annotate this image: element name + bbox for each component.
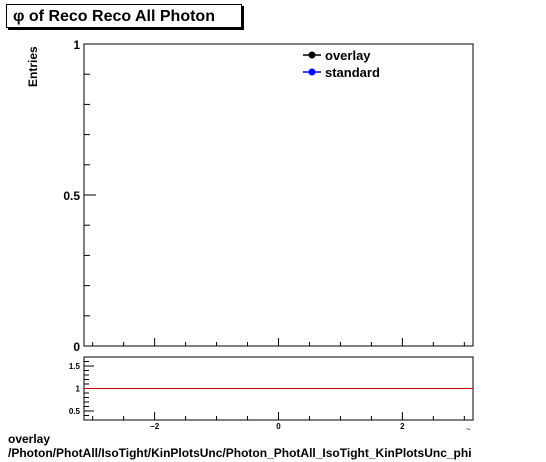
footer-line-1: overlay — [8, 432, 51, 446]
ratio-y-tick-label: 1.5 — [69, 362, 81, 371]
chart-title: φ of Reco Reco All Photon — [6, 4, 242, 28]
legend-overlay-marker — [308, 51, 316, 59]
legend-standard-marker — [308, 68, 316, 76]
legend-overlay-label: overlay — [325, 48, 371, 63]
y-axis-label: Entries — [26, 46, 40, 87]
corner-mark: ~ — [466, 425, 471, 434]
ratio-y-tick-label: 1 — [76, 385, 81, 394]
ratio-x-tick-labels: −2 0 2 — [150, 422, 405, 431]
ratio-x-tick-label: 0 — [276, 422, 281, 431]
main-y-tick-labels: 00.51 — [63, 38, 80, 354]
legend: overlay standard — [303, 48, 380, 80]
ratio-x-tick-label: 2 — [400, 422, 405, 431]
main-plot-frame — [83, 43, 474, 347]
main-y-tick-label: 0.5 — [63, 189, 80, 203]
main-y-tick-label: 1 — [73, 38, 80, 52]
ratio-y-tick-label: 0.5 — [69, 407, 81, 416]
ratio-y-tick-labels: 0.5 1 1.5 — [69, 362, 81, 416]
ratio-x-tick-label: −2 — [150, 422, 160, 431]
main-axis-ticks — [84, 43, 465, 347]
ratio-axis-ticks — [84, 356, 465, 421]
footer-line-2: /Photon/PhotAll/IsoTight/KinPlotsUnc/Pho… — [8, 446, 472, 460]
legend-standard-label: standard — [325, 65, 380, 80]
main-y-tick-label: 0 — [73, 340, 80, 354]
